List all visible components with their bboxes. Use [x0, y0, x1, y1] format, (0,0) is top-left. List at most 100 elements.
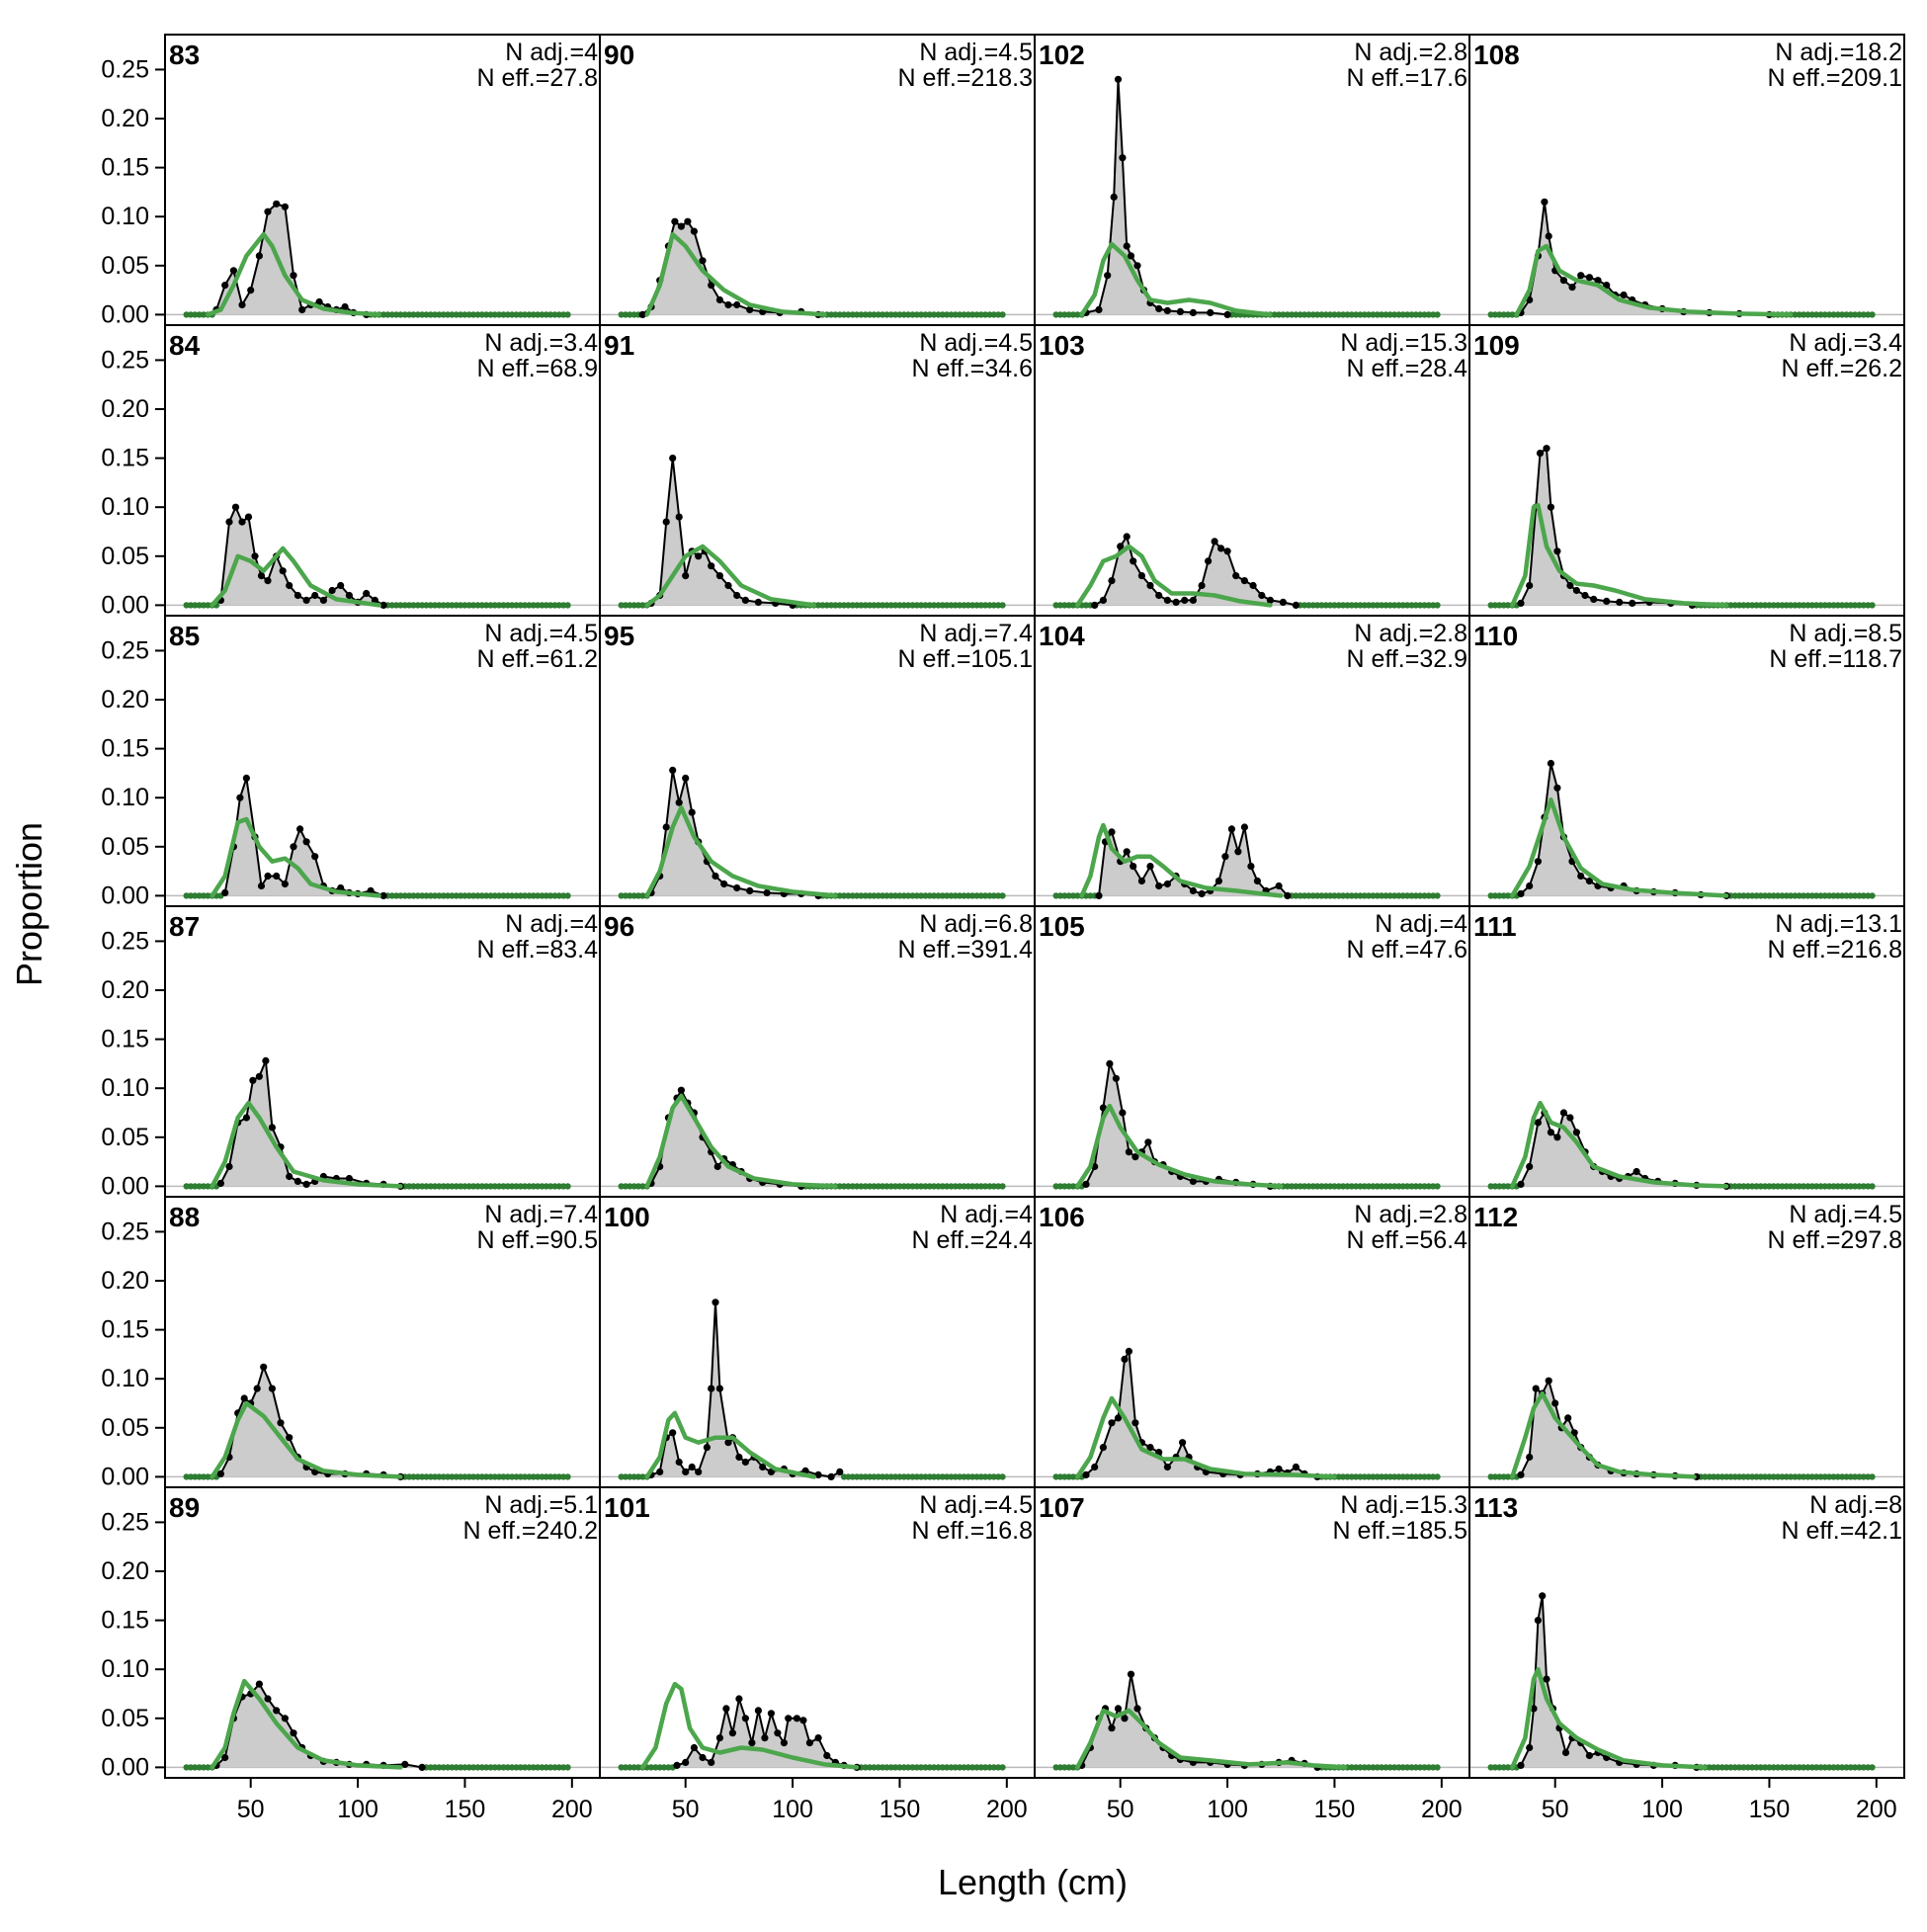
y-tick-label: 0.25 — [101, 346, 149, 374]
observed-point — [1812, 311, 1820, 318]
n-adj-label: N adj.=3.4 — [1789, 329, 1902, 357]
observed-point — [264, 872, 272, 881]
observed-point — [1787, 1183, 1795, 1190]
observed-point — [1146, 581, 1154, 590]
observed-point — [1146, 863, 1154, 871]
observed-point — [1496, 1764, 1503, 1771]
observed-point — [767, 1710, 776, 1718]
observed-point — [469, 892, 477, 899]
observed-point — [627, 602, 633, 609]
observed-point — [990, 602, 997, 609]
panel-85: 85 N adj.=4.5N eff.=61.2 — [164, 615, 601, 907]
observed-point — [968, 1473, 976, 1480]
observed-point — [508, 1183, 516, 1190]
observed-point — [564, 1183, 571, 1190]
observed-point — [1390, 1764, 1398, 1771]
panel-91: 91 N adj.=4.5N eff.=34.6 — [599, 324, 1036, 617]
observed-point — [302, 596, 310, 605]
n-adj-label: N adj.=7.4 — [919, 620, 1033, 647]
observed-point — [1539, 1592, 1547, 1600]
observed-point — [1496, 602, 1503, 609]
x-tick-label: 100 — [1207, 1796, 1248, 1823]
observed-point — [896, 892, 903, 899]
observed-point — [785, 1715, 793, 1722]
observed-point — [1130, 557, 1137, 565]
observed-point — [671, 217, 679, 225]
x-tick-label: 200 — [1421, 1796, 1463, 1823]
observed-point — [858, 1473, 865, 1480]
observed-area — [1081, 1674, 1318, 1768]
observed-point — [1585, 1751, 1593, 1760]
observed-point — [943, 1764, 951, 1771]
observed-point — [662, 823, 670, 831]
observed-point — [695, 1468, 703, 1475]
n-eff-label: N eff.=34.6 — [911, 355, 1033, 382]
observed-point — [1123, 848, 1131, 856]
x-tick-label: 100 — [1641, 1796, 1683, 1823]
observed-point — [1553, 1134, 1561, 1141]
n-adj-label: N adj.=18.2 — [1775, 39, 1902, 66]
y-tick-label: 0.00 — [101, 1753, 149, 1781]
observed-point — [1121, 1715, 1129, 1722]
observed-point — [1434, 1473, 1441, 1480]
observed-point — [1561, 1748, 1570, 1757]
observed-point — [205, 1183, 211, 1190]
observed-point — [1869, 311, 1876, 318]
panel-id-label: 87 — [169, 911, 200, 942]
observed-point — [1061, 311, 1068, 318]
observed-point — [1061, 1183, 1068, 1190]
observed-point — [461, 602, 468, 609]
observed-point — [1594, 277, 1602, 285]
observed-point — [1305, 892, 1312, 899]
observed-point — [1198, 581, 1206, 590]
observed-point — [968, 602, 976, 609]
observed-point — [1074, 892, 1081, 899]
observed-point — [735, 1453, 743, 1462]
observed-point — [999, 602, 1006, 609]
observed-point — [1517, 1470, 1525, 1478]
observed-point — [871, 311, 878, 318]
observed-point — [1727, 1764, 1734, 1771]
observed-point — [371, 596, 378, 605]
y-tick-label: 0.15 — [101, 1316, 149, 1344]
observed-point — [677, 222, 686, 230]
observed-point — [1787, 1764, 1795, 1771]
observed-point — [1753, 1183, 1760, 1190]
observed-point — [555, 602, 562, 609]
expected-line — [644, 1093, 838, 1189]
observed-point — [1434, 892, 1441, 899]
n-adj-label: N adj.=7.4 — [484, 1201, 598, 1228]
observed-point — [1838, 1183, 1846, 1190]
observed-point — [896, 1183, 903, 1190]
observed-point — [1305, 1183, 1312, 1190]
panel-id-label: 96 — [604, 911, 634, 942]
observed-point — [720, 880, 728, 888]
observed-point — [1577, 872, 1585, 881]
observed-point — [469, 602, 477, 609]
observed-point — [1715, 1473, 1721, 1480]
observed-point — [469, 1764, 477, 1771]
observed-point — [1800, 1473, 1807, 1480]
panel-107: 107 N adj.=15.3N eff.=185.5 — [1034, 1486, 1470, 1779]
observed-point — [741, 1458, 750, 1467]
n-adj-label: N adj.=4.5 — [1789, 1201, 1902, 1228]
observed-point — [1416, 1183, 1424, 1190]
observed-point — [255, 1072, 263, 1080]
observed-point — [1545, 232, 1552, 240]
observed-point — [423, 1183, 430, 1190]
observed-point — [229, 267, 237, 275]
observed-point — [1137, 572, 1145, 580]
observed-point — [469, 1183, 477, 1190]
observed-point — [930, 1764, 938, 1771]
observed-point — [845, 892, 852, 899]
observed-point — [1860, 1473, 1868, 1480]
observed-point — [534, 602, 542, 609]
panel-104: 104 N adj.=2.8N eff.=32.9 — [1034, 615, 1470, 907]
observed-point — [990, 892, 997, 899]
observed-point — [293, 591, 301, 600]
observed-point — [268, 1124, 276, 1132]
observed-point — [733, 591, 741, 600]
expected-line — [1510, 1666, 1708, 1770]
observed-point — [1425, 892, 1433, 899]
observed-point — [733, 300, 741, 309]
